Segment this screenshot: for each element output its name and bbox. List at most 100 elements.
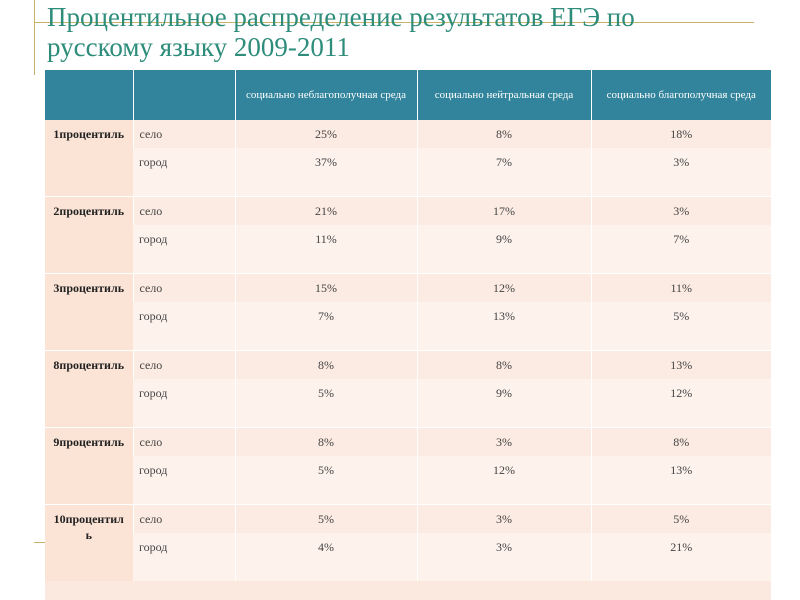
value-cell: 11%: [590, 273, 771, 302]
settlement-type: город: [133, 533, 235, 561]
header-cell-unfavorable: социально неблагополучная среда: [234, 70, 417, 120]
value-cell: 5%: [590, 504, 771, 533]
decorative-vertical-line: [34, 0, 35, 75]
settlement-type: село: [132, 504, 235, 533]
value-cell: 5%: [234, 456, 417, 484]
spacer-cell: [590, 484, 771, 505]
table-row: 10процентиль село 5% 3% 5%: [45, 504, 771, 581]
group-label: 3процентиль: [45, 273, 133, 351]
spacer-cell: [234, 407, 417, 428]
value-cell: 37%: [234, 148, 417, 176]
decorative-horizontal-line: [34, 22, 754, 23]
percentile-table: социально неблагополучная среда социальн…: [45, 70, 771, 581]
spacer-cell: [416, 253, 591, 274]
value-cell: 8%: [590, 427, 771, 456]
table-row: 2процентиль село 21% 17% 3%: [45, 196, 771, 274]
value-cell: 13%: [416, 302, 591, 330]
value-cell: 3%: [590, 196, 771, 225]
value-cell: 5%: [234, 379, 417, 407]
value-cell: 8%: [416, 350, 591, 379]
value-cell: 9%: [416, 225, 591, 253]
settlement-type: город: [133, 148, 235, 176]
table-row: город 5% 12% 13%: [45, 456, 771, 484]
header-cell-group: [45, 70, 133, 120]
value-cell: 12%: [416, 273, 591, 302]
value-cell: 5%: [234, 504, 417, 533]
spacer-cell: [590, 561, 771, 581]
value-cell: 7%: [234, 302, 417, 330]
spacer-row: [45, 176, 771, 197]
spacer-row: [45, 561, 771, 581]
settlement-type: город: [133, 302, 235, 330]
value-cell: 8%: [416, 120, 591, 148]
spacer-cell: [234, 484, 417, 505]
spacer-cell: [590, 407, 771, 428]
settlement-type: село: [132, 120, 235, 148]
value-cell: 7%: [416, 148, 591, 176]
spacer-cell: [133, 176, 235, 197]
spacer-row: [45, 407, 771, 428]
table-row: 1процентиль село 25% 8% 18%: [45, 120, 771, 197]
settlement-type: село: [132, 196, 235, 225]
value-cell: 18%: [590, 120, 771, 148]
spacer-row: [45, 484, 771, 505]
header-cell-neutral: социально нейтральная среда: [416, 70, 591, 120]
spacer-cell: [133, 330, 235, 351]
value-cell: 9%: [416, 379, 591, 407]
table-row: 3процентиль село 15% 12% 11%: [45, 273, 771, 351]
value-cell: 5%: [590, 302, 771, 330]
settlement-type: село: [132, 273, 235, 302]
spacer-row: [45, 253, 771, 274]
settlement-type: село: [132, 350, 235, 379]
table-row: 8процентиль село 8% 8% 13%: [45, 350, 771, 428]
value-cell: 8%: [234, 427, 417, 456]
spacer-cell: [133, 253, 235, 274]
value-cell: 17%: [416, 196, 591, 225]
header-cell-favorable: социально благополучная среда: [590, 70, 771, 120]
value-cell: 15%: [234, 273, 417, 302]
spacer-cell: [234, 176, 417, 197]
table-container: социально неблагополучная среда социальн…: [45, 70, 771, 600]
value-cell: 21%: [590, 533, 771, 561]
spacer-cell: [416, 561, 591, 581]
header-row: социально неблагополучная среда социальн…: [45, 70, 771, 120]
group-label: 8процентиль: [45, 350, 133, 428]
value-cell: 25%: [234, 120, 417, 148]
spacer-cell: [416, 330, 591, 351]
value-cell: 4%: [234, 533, 417, 561]
group-label: 1процентиль: [45, 120, 133, 197]
value-cell: 11%: [234, 225, 417, 253]
settlement-type: село: [132, 427, 235, 456]
value-cell: 21%: [234, 196, 417, 225]
value-cell: 8%: [234, 350, 417, 379]
value-cell: 7%: [590, 225, 771, 253]
spacer-cell: [590, 253, 771, 274]
spacer-row: [45, 330, 771, 351]
spacer-cell: [416, 407, 591, 428]
value-cell: 12%: [590, 379, 771, 407]
value-cell: 3%: [590, 148, 771, 176]
group-label: 10процентиль: [45, 504, 133, 581]
header-cell-sub: [132, 70, 235, 120]
table-body: 1процентиль село 25% 8% 18% город 37% 7% 3% 2проц…: [45, 120, 771, 581]
value-cell: 3%: [416, 533, 591, 561]
slide-title: Процентильное распределение результатов …: [47, 2, 635, 62]
table-row: город 11% 9% 7%: [45, 225, 771, 253]
table-row: город 4% 3% 21%: [45, 533, 771, 561]
settlement-type: город: [133, 379, 235, 407]
value-cell: 12%: [416, 456, 591, 484]
spacer-cell: [416, 484, 591, 505]
spacer-cell: [234, 561, 417, 581]
table-row: город 7% 13% 5%: [45, 302, 771, 330]
spacer-cell: [416, 176, 591, 197]
spacer-cell: [133, 484, 235, 505]
settlement-type: город: [133, 456, 235, 484]
spacer-cell: [133, 561, 235, 581]
group-label: 9процентиль: [45, 427, 133, 505]
spacer-cell: [234, 253, 417, 274]
spacer-cell: [133, 407, 235, 428]
group-label: 2процентиль: [45, 196, 133, 274]
spacer-cell: [590, 176, 771, 197]
value-cell: 13%: [590, 350, 771, 379]
table-row: город 5% 9% 12%: [45, 379, 771, 407]
